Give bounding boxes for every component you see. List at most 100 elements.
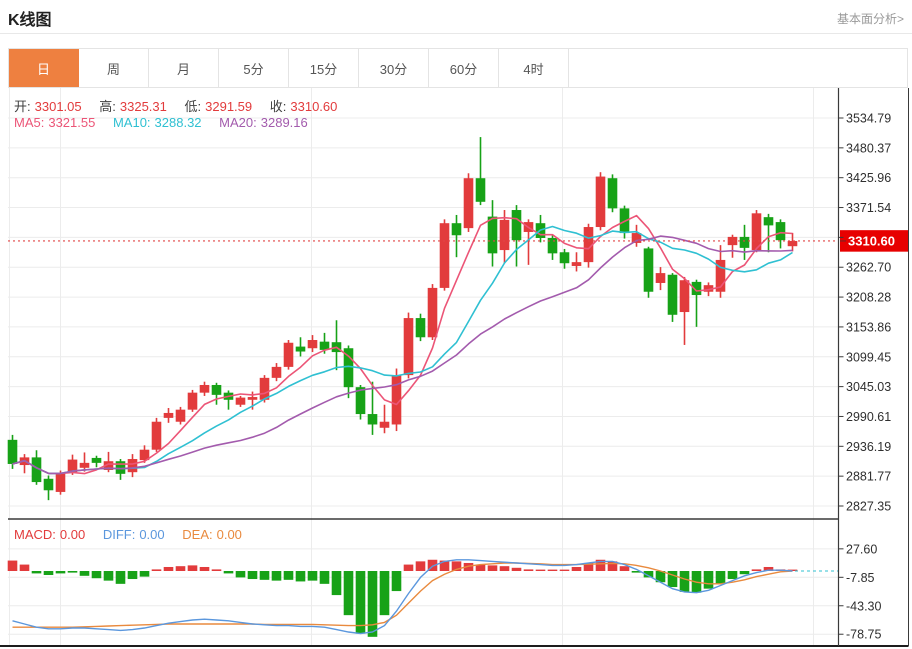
candle-body	[211, 384, 222, 395]
price-axis-label: 3425.96	[846, 171, 891, 185]
high-label: 高:	[99, 99, 116, 114]
macd-bar	[151, 569, 162, 571]
candle-body	[763, 217, 774, 226]
candle-body	[595, 176, 606, 228]
ma5-value: 3321.55	[48, 115, 96, 130]
macd-bar	[751, 569, 762, 571]
macd-bar	[271, 571, 282, 581]
macd-bar	[67, 571, 78, 573]
candle-body	[91, 457, 102, 463]
macd-bar	[763, 566, 774, 571]
macd-bar	[235, 571, 246, 578]
last-price-tag-text: 3310.60	[848, 233, 895, 248]
macd-histogram	[7, 559, 798, 637]
macd-bar	[559, 569, 570, 571]
tab-60min[interactable]: 60分	[429, 49, 499, 87]
price-axis-label: 2936.19	[846, 440, 891, 454]
candle-body	[139, 449, 150, 461]
macd-bar	[223, 571, 234, 574]
macd-bar	[655, 571, 666, 583]
macd-bar	[379, 571, 390, 616]
macd-bar	[175, 566, 186, 571]
candle-body	[679, 280, 690, 313]
open-label: 开:	[14, 99, 31, 114]
ma5-label: MA5:	[14, 115, 45, 130]
ma10-value: 3288.32	[154, 115, 202, 130]
macd-bar	[523, 569, 534, 571]
fundamental-analysis-link[interactable]: 基本面分析>	[836, 12, 904, 26]
macd-bar	[391, 571, 402, 592]
tab-15min[interactable]: 15分	[289, 49, 359, 87]
tab-4hour[interactable]: 4时	[499, 49, 569, 87]
macd-bar	[571, 566, 582, 571]
candle-body	[703, 285, 714, 292]
candle-body	[775, 222, 786, 241]
macd-bar	[631, 571, 642, 573]
page-title: K线图	[8, 12, 52, 29]
candle-body	[199, 384, 210, 393]
macd-bar	[715, 571, 726, 584]
macd-bar	[163, 566, 174, 571]
candle-body	[559, 252, 570, 264]
candle-body	[739, 236, 750, 248]
macd-bar	[703, 571, 714, 589]
high-value: 3325.31	[119, 99, 167, 114]
tab-day[interactable]: 日	[9, 49, 79, 87]
tab-month[interactable]: 月	[149, 49, 219, 87]
candle-body	[247, 397, 258, 400]
candle-body	[367, 414, 378, 425]
macd-bar	[547, 569, 558, 571]
diff-value: 0.00	[139, 527, 165, 542]
candle-body	[43, 478, 54, 491]
price-axis-label: 2990.61	[846, 410, 891, 424]
macd-bar	[187, 565, 198, 571]
macd-axis-label: 27.60	[846, 542, 877, 556]
macd-bar	[343, 571, 354, 616]
diff-line	[12, 559, 793, 635]
price-axis-label: 2881.77	[846, 470, 891, 484]
macd-axis-label: -43.30	[846, 599, 881, 613]
candle-body	[415, 318, 426, 338]
close-label: 收:	[269, 99, 287, 114]
candle-body	[403, 318, 414, 376]
macd-bar	[79, 571, 90, 576]
candle-body	[631, 233, 642, 243]
price-axis-label: 3045.03	[846, 380, 891, 394]
candle-body	[355, 387, 366, 415]
macd-axis-label: -78.75	[846, 628, 881, 642]
macd-bar	[427, 559, 438, 571]
price-axis-label: 3153.86	[846, 320, 891, 334]
macd-bar	[295, 571, 306, 582]
macd-bar	[247, 571, 258, 580]
candle-body	[499, 219, 510, 251]
candle-body	[295, 346, 306, 352]
diff-label: DIFF:	[102, 527, 136, 542]
candle-body	[391, 375, 402, 425]
candle-body	[655, 273, 666, 283]
macd-bar	[43, 571, 54, 576]
candle-body	[343, 348, 354, 388]
macd-bar	[727, 571, 738, 580]
macd-bar	[127, 571, 138, 580]
macd-label: MACD:	[14, 527, 56, 542]
price-axis-label: 3480.37	[846, 141, 891, 155]
macd-bar	[355, 571, 366, 634]
candle-body	[607, 178, 618, 209]
macd-value: 0.00	[59, 527, 86, 542]
candle-body	[163, 412, 174, 418]
macd-bar	[139, 571, 150, 577]
candle-body	[571, 262, 582, 266]
tab-week[interactable]: 周	[79, 49, 149, 87]
candle-body	[487, 216, 498, 254]
macd-bar	[307, 571, 318, 581]
macd-bar	[607, 561, 618, 571]
candle-body	[151, 421, 162, 450]
tab-30min[interactable]: 30分	[359, 49, 429, 87]
price-axis-label: 3371.54	[846, 201, 891, 215]
macd-bar	[7, 560, 18, 571]
candle-body	[691, 281, 702, 296]
candle-body	[511, 210, 522, 241]
tab-5min[interactable]: 5分	[219, 49, 289, 87]
ma-readout: MA5: 3321.55 MA10: 3288.32 MA20: 3289.16	[14, 115, 312, 130]
